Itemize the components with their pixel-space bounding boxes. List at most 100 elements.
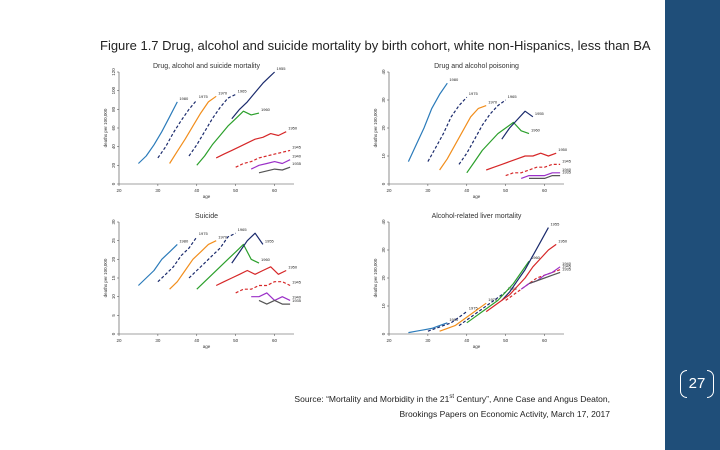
x-axis-label: age (203, 194, 211, 199)
series-line-1945 (505, 163, 561, 177)
x-tick-label: 30 (155, 338, 161, 343)
series-line-1960 (196, 243, 260, 290)
y-tick-label: 20 (381, 125, 386, 131)
y-tick-label: 80 (111, 106, 116, 112)
source-line1-prefix: Source: “Mortality and Morbidity in the … (294, 393, 450, 404)
series-label-1950: 1950 (288, 126, 298, 131)
series-label-1980: 1980 (179, 238, 189, 243)
series-line-1950 (485, 152, 557, 171)
series-label-1955: 1955 (277, 66, 287, 71)
y-tick-label: 20 (111, 256, 116, 262)
series-line-1950 (215, 266, 287, 287)
y-tick-label: 25 (111, 238, 116, 244)
x-tick-label: 60 (272, 188, 278, 193)
x-tick-label: 40 (194, 338, 200, 343)
series-label-1960: 1960 (531, 255, 541, 260)
y-axis-label: deaths per 100,000 (103, 108, 108, 147)
series-line-1980 (407, 82, 448, 162)
x-tick-label: 60 (542, 188, 548, 193)
series-line-1955 (231, 71, 276, 120)
series-label-1980: 1980 (449, 317, 459, 322)
series-label-1935: 1935 (562, 266, 572, 271)
x-tick-label: 20 (116, 188, 122, 193)
series-label-1940: 1940 (292, 154, 302, 159)
series-line-1960 (466, 121, 530, 174)
series-label-1935: 1935 (292, 161, 302, 166)
series-label-1950: 1950 (558, 147, 568, 152)
series-label-1955: 1955 (550, 222, 560, 227)
series-line-1960 (196, 110, 260, 166)
y-tick-label: 30 (381, 97, 386, 103)
source-line1-sup: st (449, 394, 455, 400)
series-line-1975 (157, 99, 198, 159)
series-label-1975: 1975 (199, 231, 209, 236)
y-axis-label: deaths per 100,000 (373, 108, 378, 147)
series-label-1960: 1960 (531, 128, 541, 133)
series-label-1945: 1945 (292, 144, 302, 149)
y-tick-label: 10 (381, 153, 386, 159)
panel-title: Suicide (195, 213, 218, 220)
series-label-1970: 1970 (218, 90, 228, 95)
x-tick-label: 40 (464, 338, 470, 343)
y-axis-label: deaths per 100,000 (373, 258, 378, 297)
x-tick-label: 20 (116, 338, 122, 343)
series-line-1945 (235, 281, 291, 294)
y-tick-label: 40 (111, 144, 116, 150)
series-line-1965 (458, 99, 507, 165)
y-tick-label: 0 (381, 182, 386, 185)
x-axis-label: age (473, 194, 481, 199)
series-label-1945: 1945 (562, 158, 572, 163)
series-line-1975 (427, 311, 468, 332)
y-tick-label: 120 (111, 68, 116, 76)
series-line-1980 (137, 243, 178, 286)
x-tick-label: 50 (233, 338, 239, 343)
series-line-1965 (188, 232, 236, 279)
series-line-1935 (258, 299, 291, 305)
y-tick-label: 20 (381, 275, 386, 281)
source-citation: Source: “Mortality and Morbidity in the … (170, 390, 610, 422)
x-tick-label: 60 (272, 338, 278, 343)
x-tick-label: 40 (464, 188, 470, 193)
series-label-1935: 1935 (562, 170, 572, 175)
y-tick-label: 10 (381, 303, 386, 309)
series-line-1970 (439, 302, 487, 332)
series-line-1955 (501, 110, 534, 140)
x-tick-label: 50 (503, 338, 509, 343)
y-tick-label: 20 (111, 162, 116, 168)
series-label-1955: 1955 (265, 238, 275, 243)
series-line-1975 (157, 236, 198, 283)
series-line-1940 (520, 266, 561, 290)
y-tick-label: 40 (381, 219, 386, 225)
series-line-1950 (215, 131, 287, 159)
y-axis-label: deaths per 100,000 (103, 258, 108, 297)
panel-title: Drug and alcohol poisoning (434, 63, 519, 70)
series-label-1970: 1970 (488, 297, 498, 302)
series-line-1955 (501, 227, 549, 301)
panel-title: Alcohol-related liver mortality (432, 213, 522, 220)
x-tick-label: 30 (425, 338, 431, 343)
series-label-1975: 1975 (469, 91, 479, 96)
y-tick-label: 5 (111, 314, 116, 317)
series-line-1940 (250, 159, 291, 170)
series-line-1980 (137, 101, 178, 164)
series-label-1950: 1950 (288, 265, 298, 270)
series-label-1965: 1965 (508, 94, 518, 99)
series-line-1975 (427, 96, 468, 162)
series-line-1935 (529, 175, 561, 179)
x-tick-label: 50 (503, 188, 509, 193)
y-tick-label: 100 (111, 86, 116, 94)
series-line-1935 (528, 271, 561, 285)
series-label-1940: 1940 (562, 167, 572, 172)
series-label-1950: 1950 (558, 238, 568, 243)
series-label-1945: 1945 (562, 264, 572, 269)
y-tick-label: 10 (111, 294, 116, 300)
series-line-1940 (520, 172, 561, 179)
series-line-1935 (258, 166, 291, 174)
x-tick-label: 30 (155, 188, 161, 193)
series-label-1935: 1935 (292, 298, 302, 303)
y-tick-label: 60 (111, 125, 116, 131)
figure-image: Figure 1.7 Drug, alcohol and suicide mor… (97, 0, 651, 360)
series-label-1970: 1970 (218, 235, 228, 240)
figure-title: Figure 1.7 Drug, alcohol and suicide mor… (100, 38, 651, 53)
series-label-1945: 1945 (292, 279, 302, 284)
